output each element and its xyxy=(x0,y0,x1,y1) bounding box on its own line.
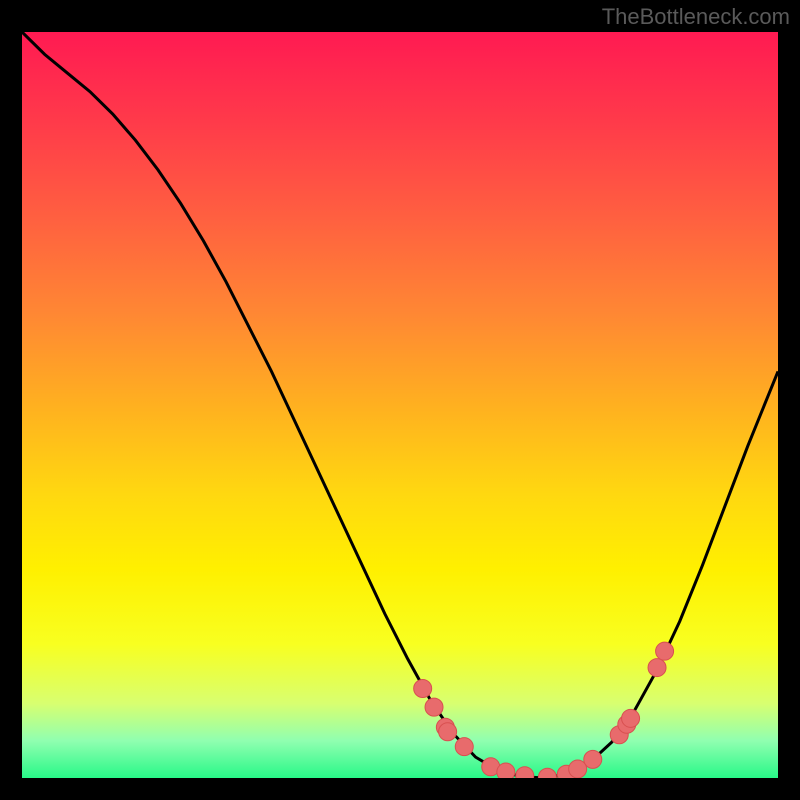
data-marker xyxy=(425,698,443,716)
data-marker xyxy=(622,709,640,727)
data-marker xyxy=(656,642,674,660)
data-marker xyxy=(584,750,602,768)
data-marker xyxy=(414,679,432,697)
watermark-text: TheBottleneck.com xyxy=(602,4,790,30)
marker-group xyxy=(414,642,674,778)
data-marker xyxy=(538,768,556,778)
data-marker xyxy=(516,767,534,778)
chart-container: TheBottleneck.com xyxy=(0,0,800,800)
data-marker xyxy=(439,723,457,741)
data-marker xyxy=(648,659,666,677)
plot-area xyxy=(22,32,778,778)
chart-svg xyxy=(22,32,778,778)
data-marker xyxy=(455,738,473,756)
data-marker xyxy=(497,763,515,778)
